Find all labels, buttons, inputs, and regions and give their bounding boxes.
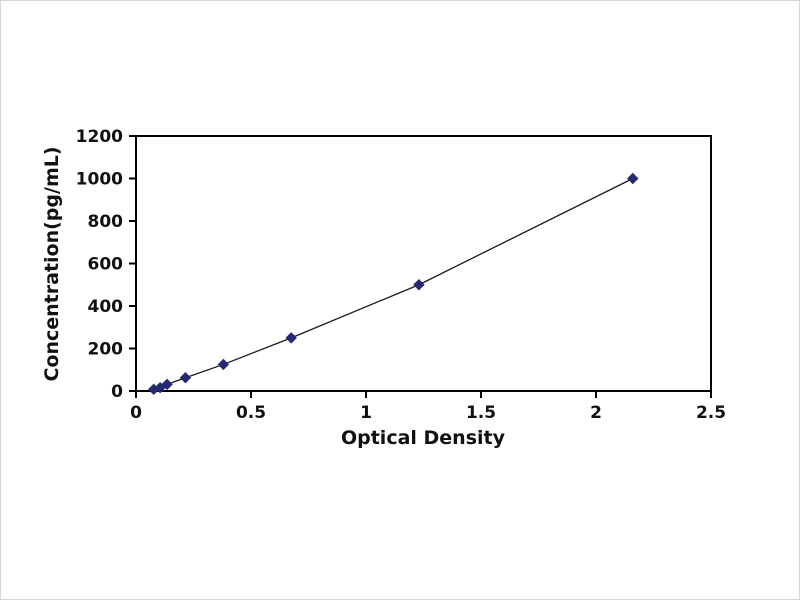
data-point-marker xyxy=(179,372,192,384)
y-tick-label: 800 xyxy=(88,212,124,232)
x-tick-label: 2.5 xyxy=(696,403,726,423)
series-line xyxy=(153,177,634,390)
plot-frame xyxy=(135,135,712,392)
y-axis-label: Concentration(pg/mL) xyxy=(41,146,63,381)
x-tick-label: 1.5 xyxy=(466,403,496,423)
data-point-marker xyxy=(285,332,297,344)
x-tick-label: 1 xyxy=(360,403,372,423)
y-tick-label: 200 xyxy=(88,340,124,360)
data-point-marker xyxy=(161,378,173,391)
y-tick-label: 400 xyxy=(88,297,124,317)
y-tick-label: 1200 xyxy=(76,127,123,147)
x-axis-label: Optical Density xyxy=(341,427,506,449)
data-point-marker xyxy=(627,172,639,185)
x-tick-label: 0 xyxy=(130,403,142,423)
x-tick-label: 0.5 xyxy=(236,403,266,423)
plot-area: 0 0.5 1 1.5 2 2.5 0 200 400 600 800 1000 1200 xyxy=(76,127,726,423)
x-tick-label: 2 xyxy=(590,403,602,423)
y-tick-label: 0 xyxy=(111,382,123,402)
y-tick-label: 600 xyxy=(88,255,124,275)
data-point-marker xyxy=(217,358,230,371)
data-point-marker xyxy=(413,279,425,291)
y-tick-label: 1000 xyxy=(76,170,123,190)
